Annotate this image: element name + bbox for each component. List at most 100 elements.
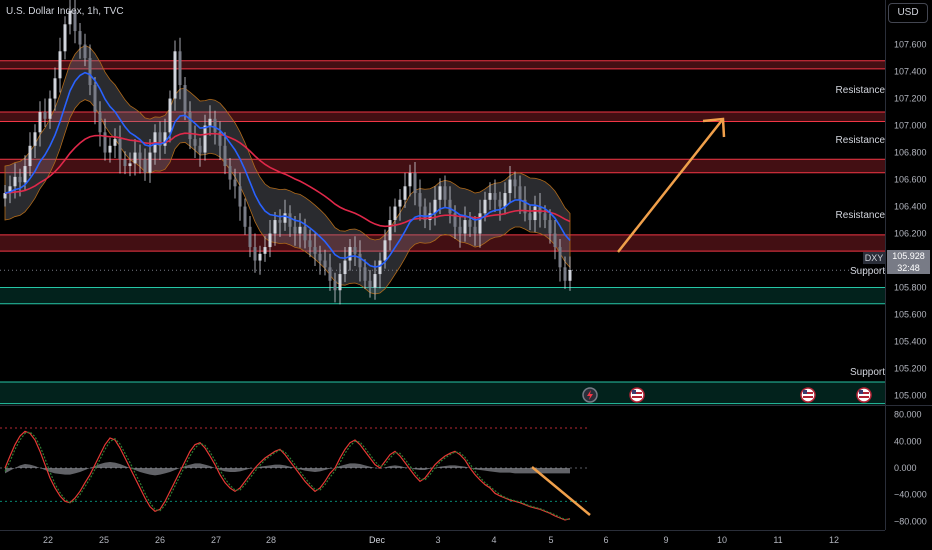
candle-body: [383, 240, 387, 261]
candle-body: [83, 44, 87, 59]
candle-body: [18, 176, 22, 183]
candle-body: [223, 145, 227, 167]
candle-body: [438, 186, 442, 200]
candle-body: [373, 274, 377, 288]
candle-body: [433, 199, 437, 214]
candle-body: [203, 125, 207, 153]
candle-body: [453, 213, 457, 227]
candle-body: [88, 58, 92, 86]
currency-button[interactable]: USD: [888, 3, 928, 23]
candle-body: [458, 226, 462, 234]
candle-body: [268, 233, 272, 248]
price-tick-label: 107.600: [894, 40, 927, 50]
resistance-label: Resistance: [836, 135, 886, 146]
candle-body: [503, 193, 507, 207]
candle-body: [123, 159, 127, 167]
resistance-zone: [0, 112, 885, 122]
candle-body: [53, 78, 57, 99]
price-tick-label: 105.400: [894, 337, 927, 347]
candle-body: [308, 240, 312, 248]
us-flag-icon-stripe: [632, 396, 642, 398]
candle-body: [173, 51, 177, 99]
candle-body: [318, 253, 322, 261]
candle-body: [178, 51, 182, 86]
candle-body: [378, 260, 382, 275]
price-tick-label: 107.400: [894, 67, 927, 77]
osc-fast-line: [4, 430, 571, 521]
support-label: Support: [850, 367, 885, 378]
candle-body: [473, 226, 477, 234]
candle-body: [368, 280, 372, 288]
candle-body: [48, 98, 52, 119]
candle-body: [213, 118, 217, 133]
candle-body: [343, 260, 347, 275]
candle-body: [133, 152, 137, 164]
candle-body: [363, 267, 367, 281]
resistance-zone: [0, 60, 885, 69]
candle-body: [403, 186, 407, 200]
price-tick-label: 107.000: [894, 121, 927, 131]
price-tick-label: 107.200: [894, 94, 927, 104]
us-flag-icon: [800, 387, 816, 403]
us-flag-icon-stripe: [859, 396, 869, 398]
candle-body: [543, 213, 547, 221]
candle-body: [233, 179, 237, 187]
projection-arrow: [617, 118, 724, 253]
resistance-zone: [0, 234, 885, 252]
candle-body: [128, 163, 132, 167]
candle-body: [148, 152, 152, 173]
candle-body: [183, 85, 187, 113]
candle-body: [468, 220, 472, 227]
candle-body: [43, 112, 47, 119]
flash-event-icon-bolt: [587, 390, 593, 400]
candle-body: [228, 166, 232, 180]
candle-body: [553, 233, 557, 248]
candle-body: [33, 132, 37, 146]
candle-body: [263, 247, 267, 254]
symbol-title: U.S. Dollar Index, 1h, TVC: [6, 6, 124, 17]
symbol-price-tag: DXY: [863, 252, 885, 264]
candle-body: [283, 213, 287, 223]
candle-body: [58, 51, 62, 79]
us-flag-icon-canton: [859, 390, 863, 394]
price-tick-label: 105.600: [894, 310, 927, 320]
candle-body: [388, 220, 392, 241]
candle-body: [188, 112, 192, 140]
price-tick-label: 105.800: [894, 283, 927, 293]
candle-body: [393, 206, 397, 221]
candle-body: [73, 10, 77, 32]
candle-body: [193, 139, 197, 146]
candle-body: [548, 220, 552, 234]
candle-body: [498, 199, 502, 207]
candle-body: [328, 267, 332, 281]
candle-body: [353, 247, 357, 254]
candle-body: [508, 179, 512, 194]
candle-body: [38, 112, 42, 133]
price-tick-label: 106.600: [894, 175, 927, 185]
time-tick-label: 6: [603, 535, 608, 545]
time-tick-label: 26: [155, 535, 165, 545]
time-tick-label: 28: [266, 535, 276, 545]
candle-body: [423, 206, 427, 221]
candle-body: [68, 10, 72, 25]
candle-body: [348, 247, 352, 261]
candle-body: [28, 145, 32, 167]
candle-body: [138, 152, 142, 160]
candle-body: [8, 186, 12, 194]
candle-body: [448, 199, 452, 214]
candle-body: [118, 139, 122, 160]
us-flag-icon-stripe: [859, 392, 869, 394]
candle-body: [163, 132, 167, 146]
price-tick-label: 106.400: [894, 202, 927, 212]
candle-body: [338, 274, 342, 291]
candle-body: [523, 199, 527, 214]
osc-tick-label: −80.000: [894, 516, 927, 526]
slow-ma-line: [4, 132, 571, 228]
candle-body: [418, 193, 422, 207]
candle-body: [278, 220, 282, 223]
candle-body: [243, 206, 247, 227]
candle-body: [93, 85, 97, 113]
candle-body: [358, 253, 362, 268]
candle-body: [478, 213, 482, 234]
